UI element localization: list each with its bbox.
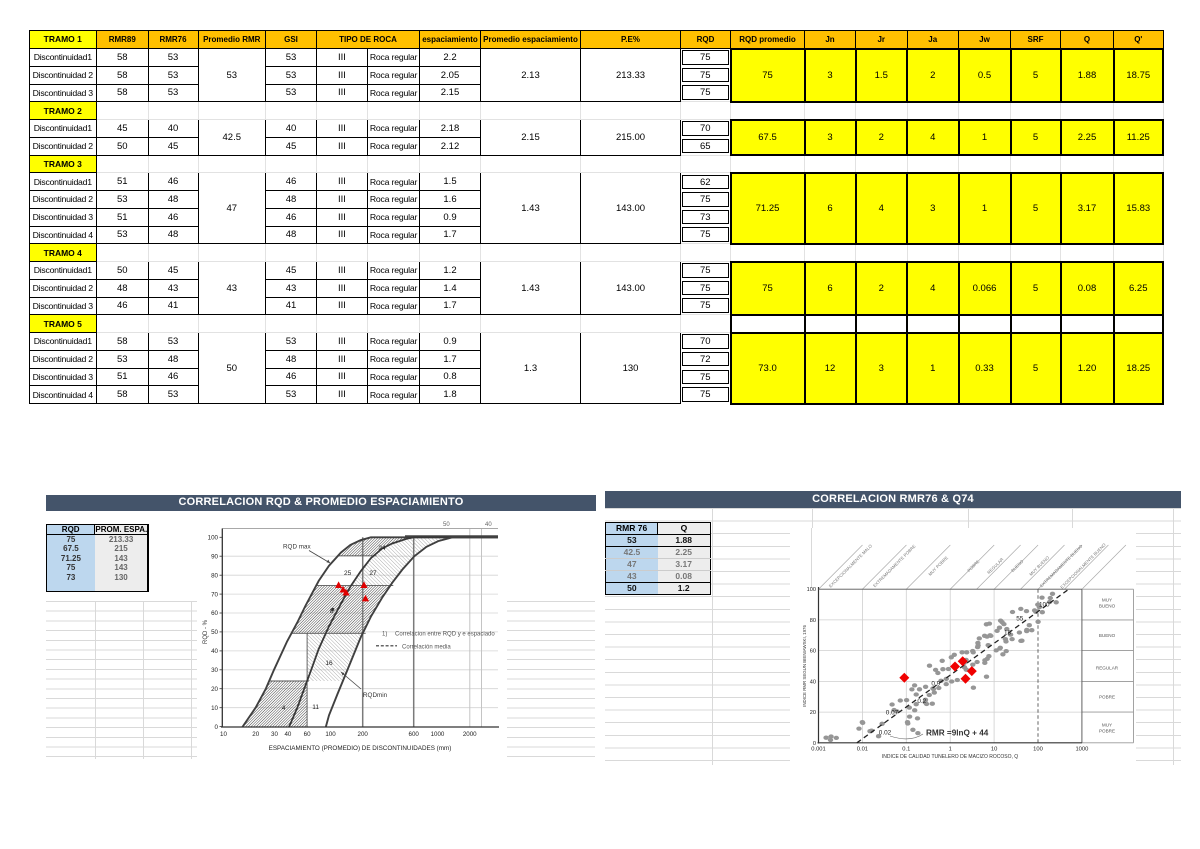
svg-text:MUY: MUY <box>1102 723 1112 728</box>
svg-text:100: 100 <box>1039 602 1050 609</box>
svg-text:80: 80 <box>810 618 816 624</box>
svg-text:25: 25 <box>344 570 352 577</box>
svg-text:0.02: 0.02 <box>879 729 892 736</box>
svg-text:0: 0 <box>813 741 816 747</box>
svg-text:60: 60 <box>810 649 816 655</box>
svg-text:20: 20 <box>810 710 816 716</box>
svg-text:70: 70 <box>211 591 218 598</box>
svg-text:100: 100 <box>807 587 816 593</box>
svg-text:POBRE: POBRE <box>1099 695 1115 700</box>
svg-text:2000: 2000 <box>463 731 477 738</box>
svg-text:1000: 1000 <box>1075 747 1088 753</box>
svg-text:8: 8 <box>330 608 334 615</box>
svg-text:RQD max: RQD max <box>283 544 311 551</box>
svg-text:40: 40 <box>485 522 492 528</box>
svg-text:1: 1 <box>949 747 952 753</box>
svg-text:60: 60 <box>211 610 218 617</box>
svg-text:0.07: 0.07 <box>886 709 899 716</box>
svg-text:40: 40 <box>211 648 218 655</box>
svg-text:0.2: 0.2 <box>917 698 926 705</box>
svg-text:27: 27 <box>369 570 377 577</box>
svg-text:24: 24 <box>378 545 386 552</box>
svg-text:POBRE: POBRE <box>1099 729 1115 734</box>
svg-text:0.01: 0.01 <box>857 747 868 753</box>
svg-text:16: 16 <box>325 660 333 667</box>
svg-text:INDICE RMR SEGUN BIENIAWSKI, 1: INDICE RMR SEGUN BIENIAWSKI, 1976 <box>802 625 807 707</box>
svg-text:RQD - %: RQD - % <box>203 619 209 644</box>
svg-text:4: 4 <box>282 705 286 712</box>
svg-text:80: 80 <box>211 572 218 579</box>
svg-text:40: 40 <box>284 731 291 738</box>
svg-text:30: 30 <box>271 731 278 738</box>
svg-text:0.9: 0.9 <box>931 680 940 687</box>
svg-text:0.001: 0.001 <box>811 747 826 753</box>
svg-text:ESPACIAMIENTO (PROMEDIO) DE DI: ESPACIAMIENTO (PROMEDIO) DE DISCONTINUID… <box>269 745 452 752</box>
svg-text:100: 100 <box>208 535 219 542</box>
svg-text:100: 100 <box>1033 747 1043 753</box>
svg-text:20: 20 <box>211 686 218 693</box>
svg-text:18: 18 <box>1004 630 1012 637</box>
svg-text:11: 11 <box>312 704 319 711</box>
svg-text:10: 10 <box>220 731 227 738</box>
svg-text:600: 600 <box>409 731 420 738</box>
svg-text:10: 10 <box>991 747 997 753</box>
svg-text:1): 1) <box>382 632 387 638</box>
svg-text:10: 10 <box>211 705 218 712</box>
svg-text:40: 40 <box>810 679 816 685</box>
svg-text:55: 55 <box>1016 616 1024 623</box>
svg-text:0: 0 <box>215 724 219 731</box>
svg-text:RMR =9lnQ + 44: RMR =9lnQ + 44 <box>926 729 989 738</box>
svg-text:INDICE DE CALIDAD TUNELERO DE: INDICE DE CALIDAD TUNELERO DE MACIZO ROC… <box>882 754 1018 760</box>
svg-text:BUENO: BUENO <box>1099 633 1116 638</box>
svg-text:Correlacion entre RQD y e espa: Correlacion entre RQD y e espaciado <box>395 632 495 638</box>
svg-text:90: 90 <box>211 553 218 560</box>
svg-text:RQDmin: RQDmin <box>363 692 388 699</box>
svg-text:0.1: 0.1 <box>902 747 910 753</box>
svg-text:200: 200 <box>358 731 369 738</box>
svg-text:100: 100 <box>325 731 336 738</box>
svg-text:30: 30 <box>211 667 218 674</box>
svg-text:REGULAR: REGULAR <box>1096 665 1119 670</box>
svg-text:1000: 1000 <box>431 731 445 738</box>
svg-text:50: 50 <box>211 629 218 636</box>
svg-text:BUENO: BUENO <box>1099 604 1116 609</box>
svg-text:MUY: MUY <box>1102 598 1112 603</box>
svg-text:Correlación media: Correlación media <box>402 644 451 650</box>
svg-text:60: 60 <box>304 731 311 738</box>
svg-text:50: 50 <box>443 522 450 528</box>
svg-text:20: 20 <box>252 731 259 738</box>
